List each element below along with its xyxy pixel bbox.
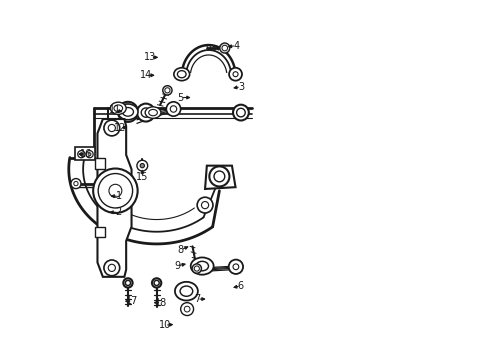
Text: 8: 8: [177, 245, 183, 255]
Polygon shape: [75, 147, 94, 160]
Ellipse shape: [122, 108, 133, 116]
Ellipse shape: [180, 286, 192, 296]
Text: 11: 11: [108, 105, 121, 115]
Ellipse shape: [145, 107, 161, 118]
Circle shape: [80, 153, 82, 156]
Circle shape: [71, 179, 81, 189]
Ellipse shape: [190, 257, 213, 275]
Text: 14: 14: [140, 70, 152, 80]
Circle shape: [125, 280, 130, 285]
Ellipse shape: [177, 71, 186, 78]
Circle shape: [194, 266, 199, 271]
Ellipse shape: [118, 104, 138, 120]
Ellipse shape: [196, 261, 208, 271]
Polygon shape: [94, 158, 104, 169]
Text: 13: 13: [144, 52, 156, 62]
Circle shape: [228, 68, 242, 81]
Circle shape: [219, 43, 229, 53]
Circle shape: [108, 264, 115, 271]
Circle shape: [74, 181, 78, 186]
Circle shape: [163, 86, 172, 95]
Circle shape: [137, 104, 155, 122]
Circle shape: [108, 125, 115, 132]
Circle shape: [180, 303, 193, 316]
Circle shape: [197, 197, 212, 213]
Text: 9: 9: [174, 261, 180, 271]
Text: 17: 17: [126, 296, 139, 306]
Polygon shape: [204, 166, 235, 189]
Circle shape: [93, 168, 137, 213]
Circle shape: [192, 264, 201, 273]
Text: 2: 2: [115, 207, 121, 217]
Ellipse shape: [175, 282, 198, 301]
Ellipse shape: [174, 68, 189, 81]
Ellipse shape: [148, 109, 157, 116]
Ellipse shape: [114, 105, 122, 112]
Circle shape: [104, 260, 120, 276]
Circle shape: [233, 105, 248, 121]
Circle shape: [104, 120, 120, 136]
Circle shape: [137, 160, 147, 171]
Circle shape: [236, 108, 244, 117]
Circle shape: [228, 260, 243, 274]
Circle shape: [122, 106, 133, 118]
Circle shape: [222, 45, 227, 51]
Text: 16: 16: [80, 149, 92, 159]
Circle shape: [98, 174, 132, 208]
Text: 15: 15: [136, 172, 148, 182]
Circle shape: [164, 88, 170, 93]
Circle shape: [152, 278, 161, 288]
Text: 3: 3: [237, 82, 244, 92]
Circle shape: [109, 184, 122, 197]
Circle shape: [141, 108, 150, 117]
Text: 18: 18: [155, 298, 167, 308]
Text: 12: 12: [113, 123, 125, 133]
Circle shape: [214, 171, 224, 182]
Text: 6: 6: [237, 281, 244, 291]
Circle shape: [88, 153, 91, 156]
Ellipse shape: [110, 102, 126, 114]
Circle shape: [86, 150, 93, 158]
Text: 10: 10: [159, 320, 171, 330]
Circle shape: [166, 102, 180, 116]
Circle shape: [201, 202, 208, 209]
Text: 4: 4: [233, 41, 239, 50]
Circle shape: [118, 102, 138, 122]
Text: 5: 5: [177, 93, 183, 103]
Text: 7: 7: [194, 294, 200, 304]
Circle shape: [209, 166, 229, 186]
Circle shape: [233, 264, 238, 270]
Circle shape: [123, 278, 132, 288]
Text: 1: 1: [116, 191, 122, 201]
Circle shape: [170, 106, 176, 112]
Polygon shape: [97, 119, 131, 277]
Circle shape: [154, 280, 159, 285]
Circle shape: [78, 150, 85, 158]
Circle shape: [140, 163, 144, 168]
Polygon shape: [94, 226, 104, 237]
Circle shape: [233, 72, 238, 77]
Circle shape: [184, 306, 190, 312]
